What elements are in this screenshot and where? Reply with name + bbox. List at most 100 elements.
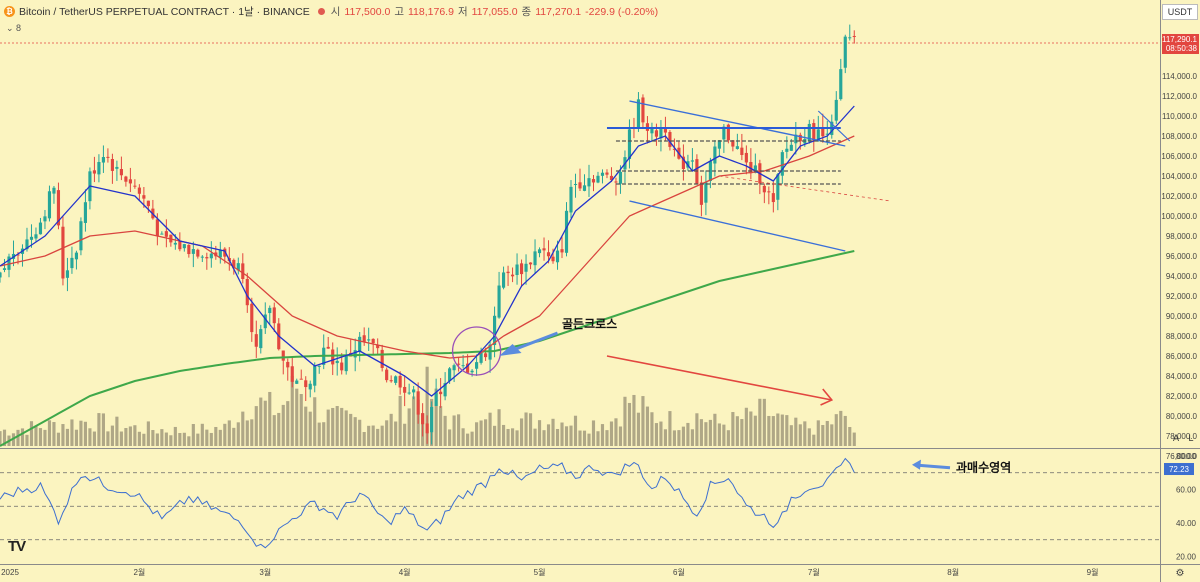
volume-bar	[542, 430, 546, 446]
candle-body	[659, 129, 663, 139]
arrow-head-icon	[820, 388, 834, 406]
volume-bar	[182, 432, 186, 446]
volume-bar	[475, 422, 479, 446]
volume-bar	[452, 415, 456, 446]
candle-body	[573, 183, 578, 185]
volume-bar	[29, 421, 34, 446]
candle-body	[497, 285, 501, 318]
volume-bar	[34, 425, 38, 446]
candle-body	[776, 174, 780, 200]
volume-bar	[501, 424, 506, 446]
candle-body	[740, 147, 744, 155]
time-tick-label: 8월	[947, 567, 959, 577]
candle-body	[551, 256, 555, 262]
price-tick-label: 82,000.0	[1166, 392, 1198, 401]
candle-body	[852, 35, 856, 37]
volume-bar	[659, 421, 663, 446]
candle-body	[816, 129, 820, 141]
candle-body	[416, 391, 420, 415]
volume-bar	[785, 415, 789, 446]
volume-bar	[97, 413, 101, 446]
auto-scale-button[interactable]: A	[1173, 433, 1179, 443]
candle-body	[560, 249, 564, 253]
volume-bar	[218, 429, 222, 446]
settings-gear-icon[interactable]: ⚙	[1176, 568, 1185, 579]
candle-body	[785, 148, 789, 152]
candle-body	[717, 140, 721, 149]
volume-bar	[564, 426, 569, 446]
log-scale-button[interactable]: L	[1188, 433, 1193, 443]
candle-body	[636, 99, 641, 129]
volume-bar	[74, 429, 79, 446]
volume-bar	[816, 420, 820, 446]
candle-body	[448, 368, 452, 382]
chart-header: ₿ Bitcoin / TetherUS PERPETUAL CONTRACT …	[4, 4, 658, 19]
volume-bar	[2, 429, 7, 446]
volume-bar	[0, 431, 2, 446]
volume-bar	[376, 428, 380, 446]
volume-bar	[241, 411, 245, 446]
volume-bar	[506, 428, 510, 446]
price-tick-label: 98,000.0	[1166, 232, 1198, 241]
time-tick-label: 4월	[399, 567, 411, 577]
open-value: 117,500.0	[344, 5, 391, 18]
volume-bar	[753, 415, 757, 446]
candle-body	[326, 346, 330, 349]
currency-button[interactable]: USDT	[1162, 4, 1198, 20]
volume-bar	[825, 420, 829, 446]
trendline-drawings[interactable]	[451, 100, 951, 470]
volume-bar	[461, 428, 465, 446]
candle-body	[699, 182, 703, 205]
candle-body	[313, 365, 317, 386]
volume-bar	[65, 428, 70, 446]
volume-bar	[272, 415, 276, 446]
candle-body	[821, 127, 825, 137]
indicator-toggle[interactable]: ⌄ 8	[6, 23, 22, 33]
candle-body	[52, 187, 56, 194]
candle-body	[848, 37, 852, 39]
volume-bar	[61, 424, 65, 446]
volume-bars	[0, 366, 856, 446]
volume-bar	[110, 425, 114, 446]
volume-bar	[389, 413, 393, 446]
volume-bar	[394, 421, 398, 446]
candle-body	[412, 389, 416, 393]
candle-body	[380, 349, 384, 368]
candle-body	[681, 156, 685, 170]
high-value: 118,176.9	[408, 5, 454, 18]
volume-bar	[223, 423, 227, 446]
candle-body	[268, 307, 272, 314]
price-tick-label: 78,000.0	[1166, 432, 1198, 441]
volume-bar	[295, 388, 299, 446]
volume-bar	[713, 413, 717, 446]
candle-body	[578, 182, 582, 189]
volume-bar	[803, 421, 807, 446]
volume-bar	[470, 431, 474, 446]
price-tick-label: 88,000.0	[1166, 332, 1198, 341]
volume-bar	[304, 406, 308, 446]
volume-bar	[313, 397, 317, 446]
candle-body	[762, 185, 766, 193]
candle-body	[596, 175, 600, 183]
volume-bar	[695, 413, 699, 446]
candle-body	[794, 134, 798, 144]
candle-body	[479, 351, 483, 363]
volume-bar	[236, 422, 240, 446]
candle-body	[510, 274, 515, 277]
candle-body	[767, 191, 771, 193]
price-tag-value: 117,290.1	[1162, 35, 1198, 44]
volume-bar	[731, 412, 735, 446]
volume-bar	[677, 430, 681, 446]
symbol-title[interactable]: Bitcoin / TetherUS PERPETUAL CONTRACT · …	[19, 6, 310, 18]
status-dot-icon	[317, 8, 325, 15]
volume-bar	[146, 421, 150, 446]
price-tick-label: 76,000.0	[1166, 452, 1198, 461]
volume-bar	[457, 414, 461, 446]
lower-channel-line	[629, 200, 846, 252]
volume-bar	[425, 366, 429, 446]
volume-bar	[668, 411, 672, 446]
volume-bar	[551, 418, 555, 446]
